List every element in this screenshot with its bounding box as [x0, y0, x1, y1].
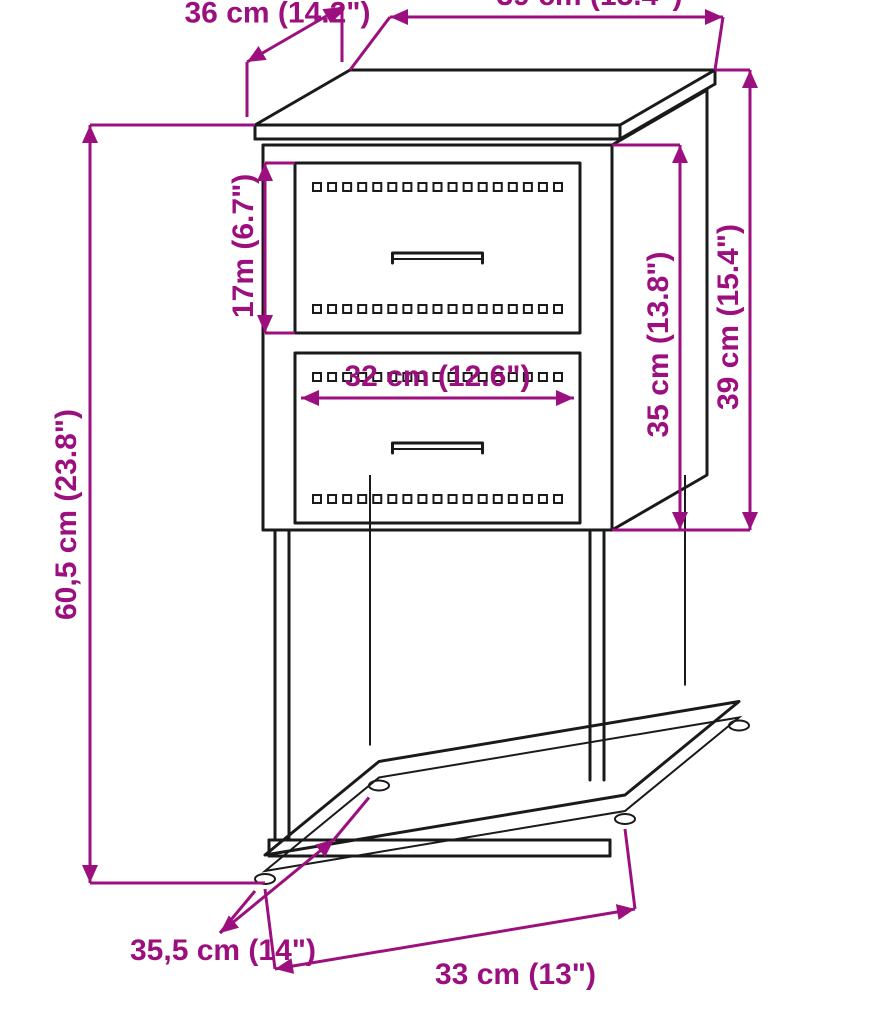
dim-top-right: 39 cm (15.4")	[497, 0, 683, 12]
dim-body-h: 35 cm (13.8")	[642, 252, 675, 438]
dim-top-left: 36 cm (14.2")	[185, 0, 371, 30]
dim-full-h: 39 cm (15.4")	[712, 224, 745, 410]
dim-drawer-w: 32 cm (12.6")	[345, 360, 531, 393]
dim-drawer-h: 17m (6.7")	[227, 174, 260, 318]
cabinet-drawing	[255, 70, 749, 884]
dim-base-w: 33 cm (13")	[435, 958, 596, 991]
dim-total-h: 60,5 cm (23.8")	[50, 409, 83, 620]
